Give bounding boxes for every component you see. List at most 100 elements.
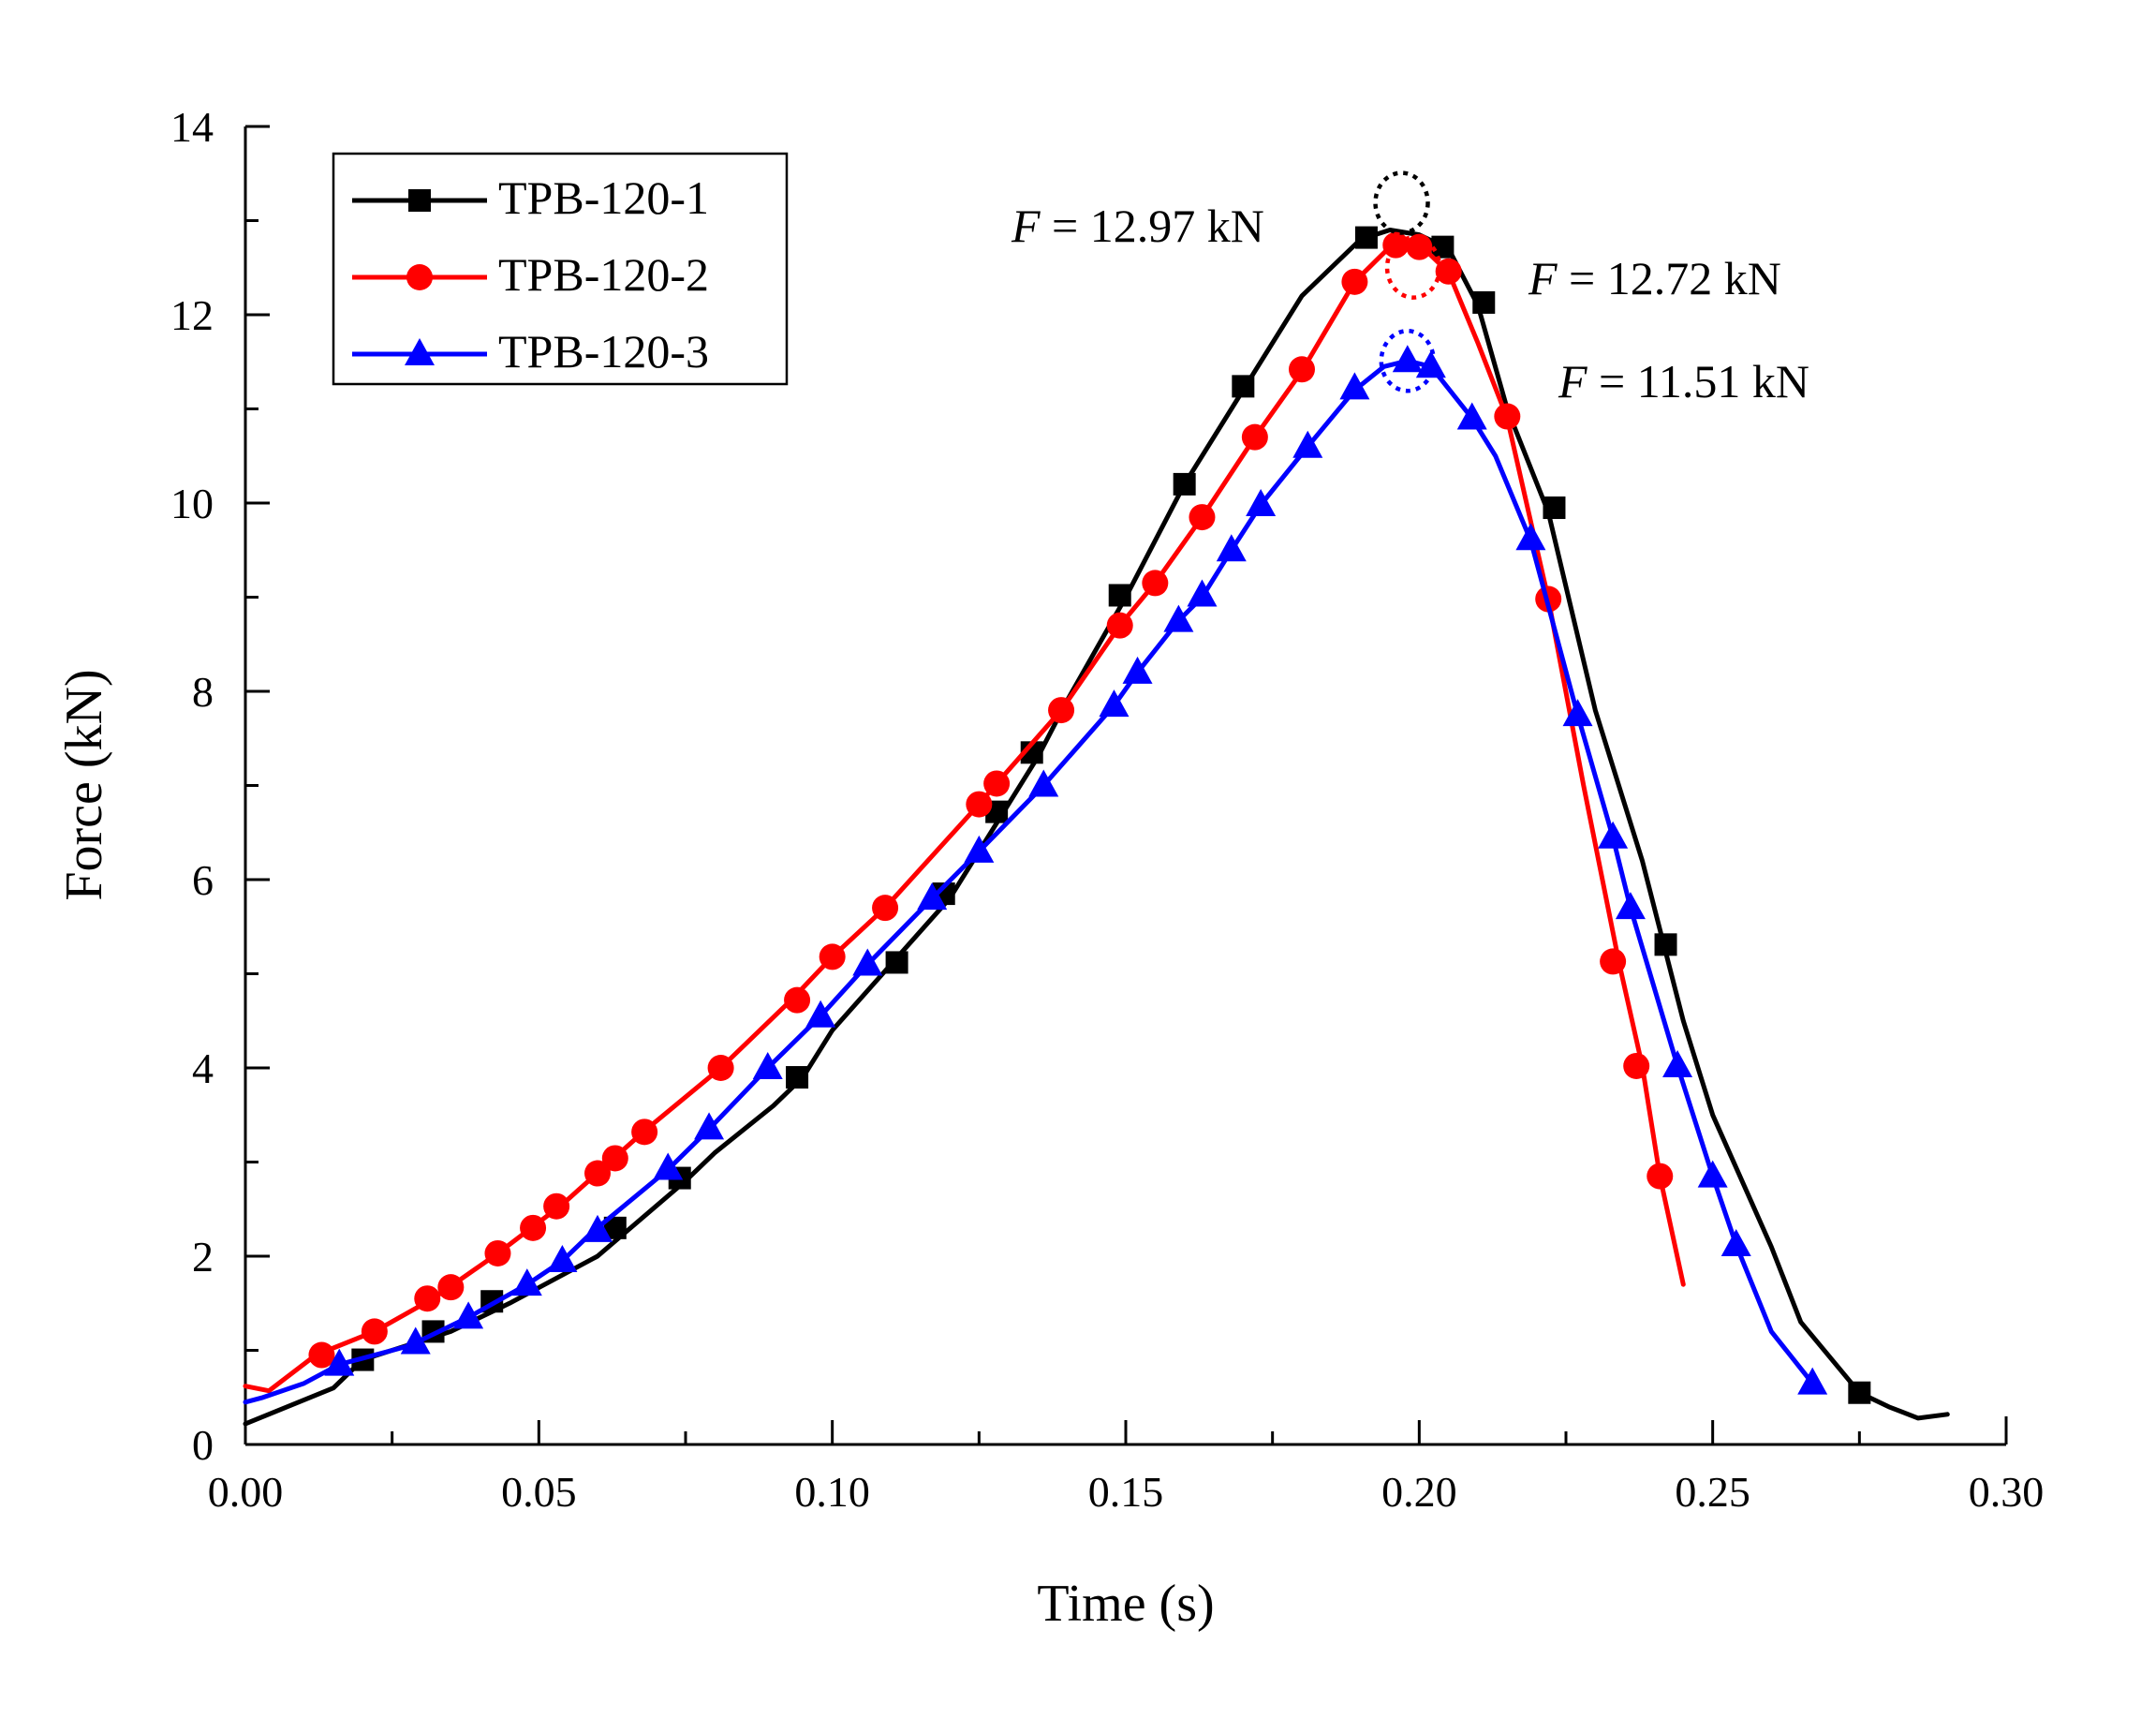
data-point-square [1232,375,1255,398]
data-point-square [1108,584,1131,607]
y-tick-label: 4 [192,1044,214,1092]
data-point-triangle [547,1245,578,1273]
data-point-circle [1494,403,1521,430]
data-point-circle [1382,231,1410,259]
y-tick-label: 8 [192,668,214,716]
data-point-triangle [1456,402,1487,430]
data-point-triangle [964,835,995,863]
data-point-circle [1289,356,1315,383]
annotation-peak-2-value: = 12.72 kN [1558,252,1781,304]
y-axis-title: Force (kN) [55,669,113,900]
data-point-triangle [583,1214,613,1242]
y-tick-label: 10 [170,480,214,527]
x-tick-label: 0.10 [794,1468,870,1516]
data-point-circle [707,1055,734,1081]
legend-label-1: TPB-120-1 [498,171,709,224]
data-point-triangle [1292,430,1323,458]
peak-highlight-circle [1379,328,1437,393]
data-point-triangle [400,1326,431,1355]
data-point-circle [437,1274,465,1301]
data-point-triangle [805,1000,836,1028]
annotation-peak-3-value: = 11.51 kN [1587,355,1809,407]
data-point-triangle [694,1112,725,1140]
data-point-circle [784,986,811,1014]
x-axis-title: Time (s) [1037,1575,1214,1633]
annotation-peak-1-value: = 12.97 kN [1041,200,1264,252]
x-tick-label: 0.15 [1088,1468,1164,1516]
data-point-circle [1435,258,1462,285]
data-point-triangle [511,1268,542,1296]
data-point-triangle [1615,892,1646,920]
data-point-circle [1142,570,1169,597]
data-point-triangle [1415,350,1446,378]
data-point-circle [584,1160,611,1187]
data-point-circle [520,1214,547,1241]
data-point-square [1431,235,1455,259]
x-tick-label: 0.00 [208,1468,284,1516]
data-point-square [1654,933,1677,956]
data-point-circle [1241,423,1268,451]
data-point-triangle [1163,604,1194,632]
x-tick-label: 0.25 [1675,1468,1750,1516]
annotation-peak-1: F = 12.97 kN [1011,200,1264,252]
data-point-circle [872,895,899,922]
series-layer [243,226,1950,1427]
data-point-circle [601,1145,628,1172]
data-point-triangle [852,948,883,976]
legend-marker-triangle [405,338,435,365]
annotation-peak-3: F = 11.51 kN [1558,355,1809,407]
x-tick-label: 0.20 [1381,1468,1457,1516]
legend: TPB-120-1 TPB-120-2 TPB-120-3 [332,152,789,386]
data-point-triangle [1246,489,1277,517]
data-point-square [1848,1381,1871,1404]
legend-label-3: TPB-120-3 [498,325,709,378]
data-point-square [786,1066,809,1089]
data-point-triangle [1099,689,1130,718]
data-point-triangle [1562,699,1593,727]
data-point-square [1354,226,1378,249]
data-point-circle [414,1285,441,1312]
data-point-circle [308,1341,335,1369]
y-tick-label: 6 [192,856,214,904]
annotation-peak-2: F = 12.72 kN [1528,252,1781,304]
peak-highlight-circle [1384,235,1442,300]
data-point-triangle [1187,579,1218,607]
data-point-circle [1106,612,1133,639]
annotation-peak-1-symbol: F [1011,200,1041,252]
data-point-circle [631,1118,658,1146]
data-point-circle [1600,948,1627,975]
data-point-square [1543,496,1566,520]
data-point-triangle [917,882,948,911]
annotation-peak-3-symbol: F [1558,355,1587,407]
y-tick-label: 12 [170,291,214,339]
data-point-circle [1048,697,1075,724]
series-line-2 [243,242,1686,1394]
legend-label-2: TPB-120-2 [498,248,709,301]
data-point-triangle [1216,534,1247,562]
peak-circle-group [1373,170,1442,393]
legend-marker-circle [406,264,433,290]
data-point-square [1173,472,1196,496]
data-point-triangle [1515,523,1546,551]
x-tick-label: 0.30 [1969,1468,2045,1516]
data-point-square [1472,290,1496,314]
data-point-triangle [653,1152,684,1180]
data-point-triangle [324,1348,355,1376]
series-2 [243,231,1686,1394]
series-1 [243,226,1950,1427]
data-point-circle [484,1239,511,1266]
data-point-triangle [1028,769,1059,797]
data-point-triangle [1598,821,1629,849]
peak-highlight-circle [1373,170,1430,235]
data-point-triangle [1797,1367,1828,1395]
data-point-circle [1623,1052,1650,1079]
data-point-triangle [1122,656,1153,684]
data-point-triangle [1339,372,1370,400]
x-tick-label: 0.05 [501,1468,577,1516]
data-point-circle [819,943,846,970]
annotation-peak-2-symbol: F [1528,252,1558,304]
data-point-circle [1341,268,1368,295]
legend-symbols [352,189,487,365]
y-tick-label: 14 [170,103,214,151]
